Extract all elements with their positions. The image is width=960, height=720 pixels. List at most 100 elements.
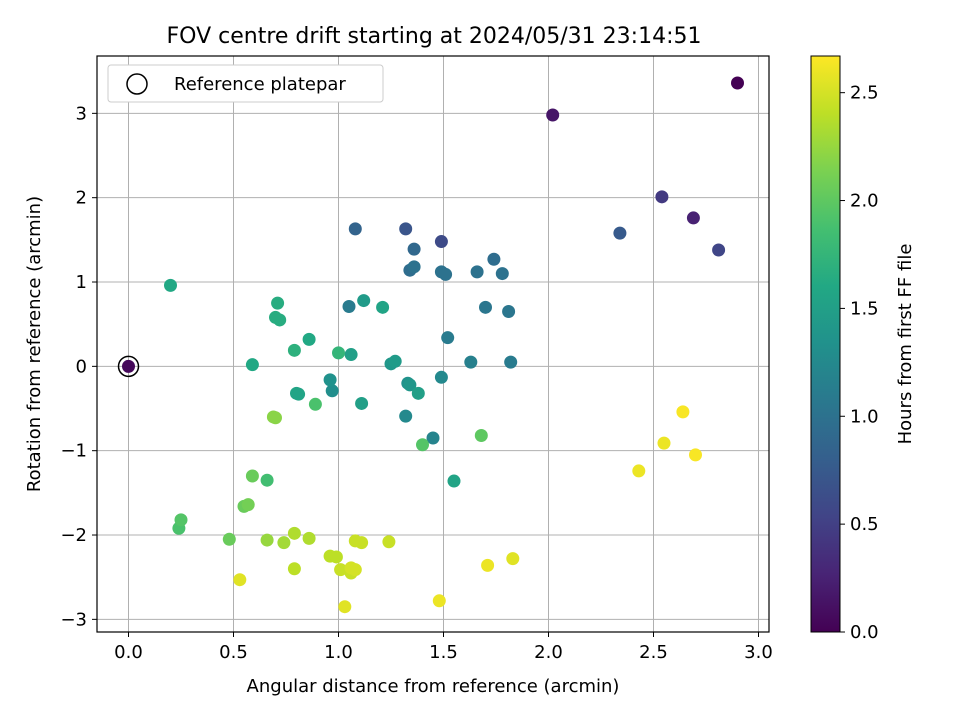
data-point <box>426 431 440 445</box>
y-tick-label: −2 <box>60 525 87 546</box>
x-tick-label: 0.5 <box>219 642 248 663</box>
data-point <box>308 397 322 411</box>
data-point <box>613 226 627 240</box>
data-point <box>731 76 744 90</box>
y-tick-label: −3 <box>60 609 87 630</box>
x-axis-ticks: 0.0 0.5 1.0 1.5 2.0 2.5 3.0 <box>114 632 773 663</box>
plot-background <box>97 56 769 632</box>
data-point <box>416 438 429 452</box>
data-point <box>355 396 369 410</box>
legend-reference-marker <box>126 73 148 95</box>
data-point <box>241 498 255 512</box>
data-point <box>407 242 421 256</box>
data-point <box>487 252 501 266</box>
data-point <box>344 348 358 362</box>
colorbar-ticks: 0.0 0.5 1.0 1.5 2.0 2.5 <box>840 83 879 643</box>
data-point <box>399 222 413 236</box>
data-point <box>504 355 518 369</box>
x-tick-label: 2.5 <box>639 642 668 663</box>
plot-frame <box>96 55 770 633</box>
y-tick-label: 3 <box>76 103 87 124</box>
x-axis-label: Angular distance from reference (arcmin) <box>247 676 620 697</box>
colorbar-gradient <box>810 55 841 633</box>
x-tick-label: 3.0 <box>744 642 773 663</box>
data-point <box>332 346 345 360</box>
data-point <box>245 358 259 372</box>
data-point <box>447 474 461 488</box>
data-point <box>546 108 560 122</box>
colorbar-label: Hours from first FF file <box>895 244 916 445</box>
x-tick-label: 2.0 <box>534 642 563 663</box>
data-point <box>434 370 448 384</box>
data-point <box>266 410 280 424</box>
y-tick-label: 1 <box>76 272 87 293</box>
data-point <box>506 552 520 566</box>
data-point <box>502 305 516 319</box>
data-point <box>323 373 337 387</box>
y-tick-label: −1 <box>60 441 87 462</box>
data-point <box>495 267 509 281</box>
x-tick-label: 1.5 <box>429 642 458 663</box>
data-point <box>399 409 413 423</box>
data-point <box>403 378 417 392</box>
data-point <box>329 550 343 564</box>
data-point <box>357 294 371 308</box>
data-point <box>334 563 348 577</box>
y-axis-ticks: −3 −2 −1 0 1 2 3 <box>60 103 97 630</box>
data-point <box>657 436 671 450</box>
data-point <box>411 386 425 400</box>
data-point <box>338 600 352 614</box>
x-tick-label: 1.0 <box>324 642 353 663</box>
data-point <box>122 359 135 373</box>
data-point <box>376 300 390 314</box>
data-point <box>287 526 301 540</box>
data-point <box>712 243 726 257</box>
data-point <box>287 343 301 357</box>
data-point <box>655 190 669 204</box>
data-point <box>325 384 339 398</box>
data-point <box>441 331 455 345</box>
data-point <box>260 473 274 487</box>
plot-area: 0.0 0.5 1.0 1.5 2.0 2.5 3.0 −3 −2 −1 0 1 2 3 <box>60 55 773 663</box>
reference-marker <box>117 355 140 378</box>
data-point <box>388 354 402 368</box>
chart-title: FOV centre drift starting at 2024/05/31 … <box>167 24 702 49</box>
data-point <box>474 429 488 443</box>
data-point <box>277 536 291 550</box>
colorbar-tick-label: 0.5 <box>850 514 879 535</box>
data-point <box>287 562 301 576</box>
data-point <box>355 536 369 550</box>
data-point <box>434 235 448 249</box>
data-point <box>382 535 396 549</box>
data-point <box>233 573 247 587</box>
colorbar-tick-label: 0.0 <box>850 622 879 643</box>
x-tick-label: 0.0 <box>114 642 143 663</box>
data-point <box>479 300 492 314</box>
colorbar: 0.0 0.5 1.0 1.5 2.0 2.5 Hours from first FF f… <box>810 55 916 643</box>
data-point <box>302 332 316 346</box>
legend-entry-reference: Reference platepar <box>174 74 346 95</box>
data-point <box>164 278 177 292</box>
data-points <box>122 76 744 614</box>
data-point <box>260 533 274 547</box>
data-point <box>464 355 478 369</box>
legend: Reference platepar <box>107 64 384 103</box>
data-point <box>632 464 646 478</box>
data-point <box>439 267 453 281</box>
data-point <box>348 563 362 577</box>
colorbar-tick-label: 2.0 <box>850 191 879 212</box>
reference-point-marker <box>117 355 140 378</box>
data-point <box>273 313 287 327</box>
data-point <box>348 222 362 236</box>
data-point <box>686 211 700 225</box>
data-point <box>271 296 285 310</box>
colorbar-tick-label: 1.0 <box>850 406 879 427</box>
data-point <box>222 532 236 546</box>
legend-box <box>107 64 384 103</box>
data-point <box>470 265 484 279</box>
data-point <box>689 448 702 462</box>
data-point <box>245 469 259 483</box>
data-point <box>676 405 690 419</box>
data-point <box>432 594 446 608</box>
